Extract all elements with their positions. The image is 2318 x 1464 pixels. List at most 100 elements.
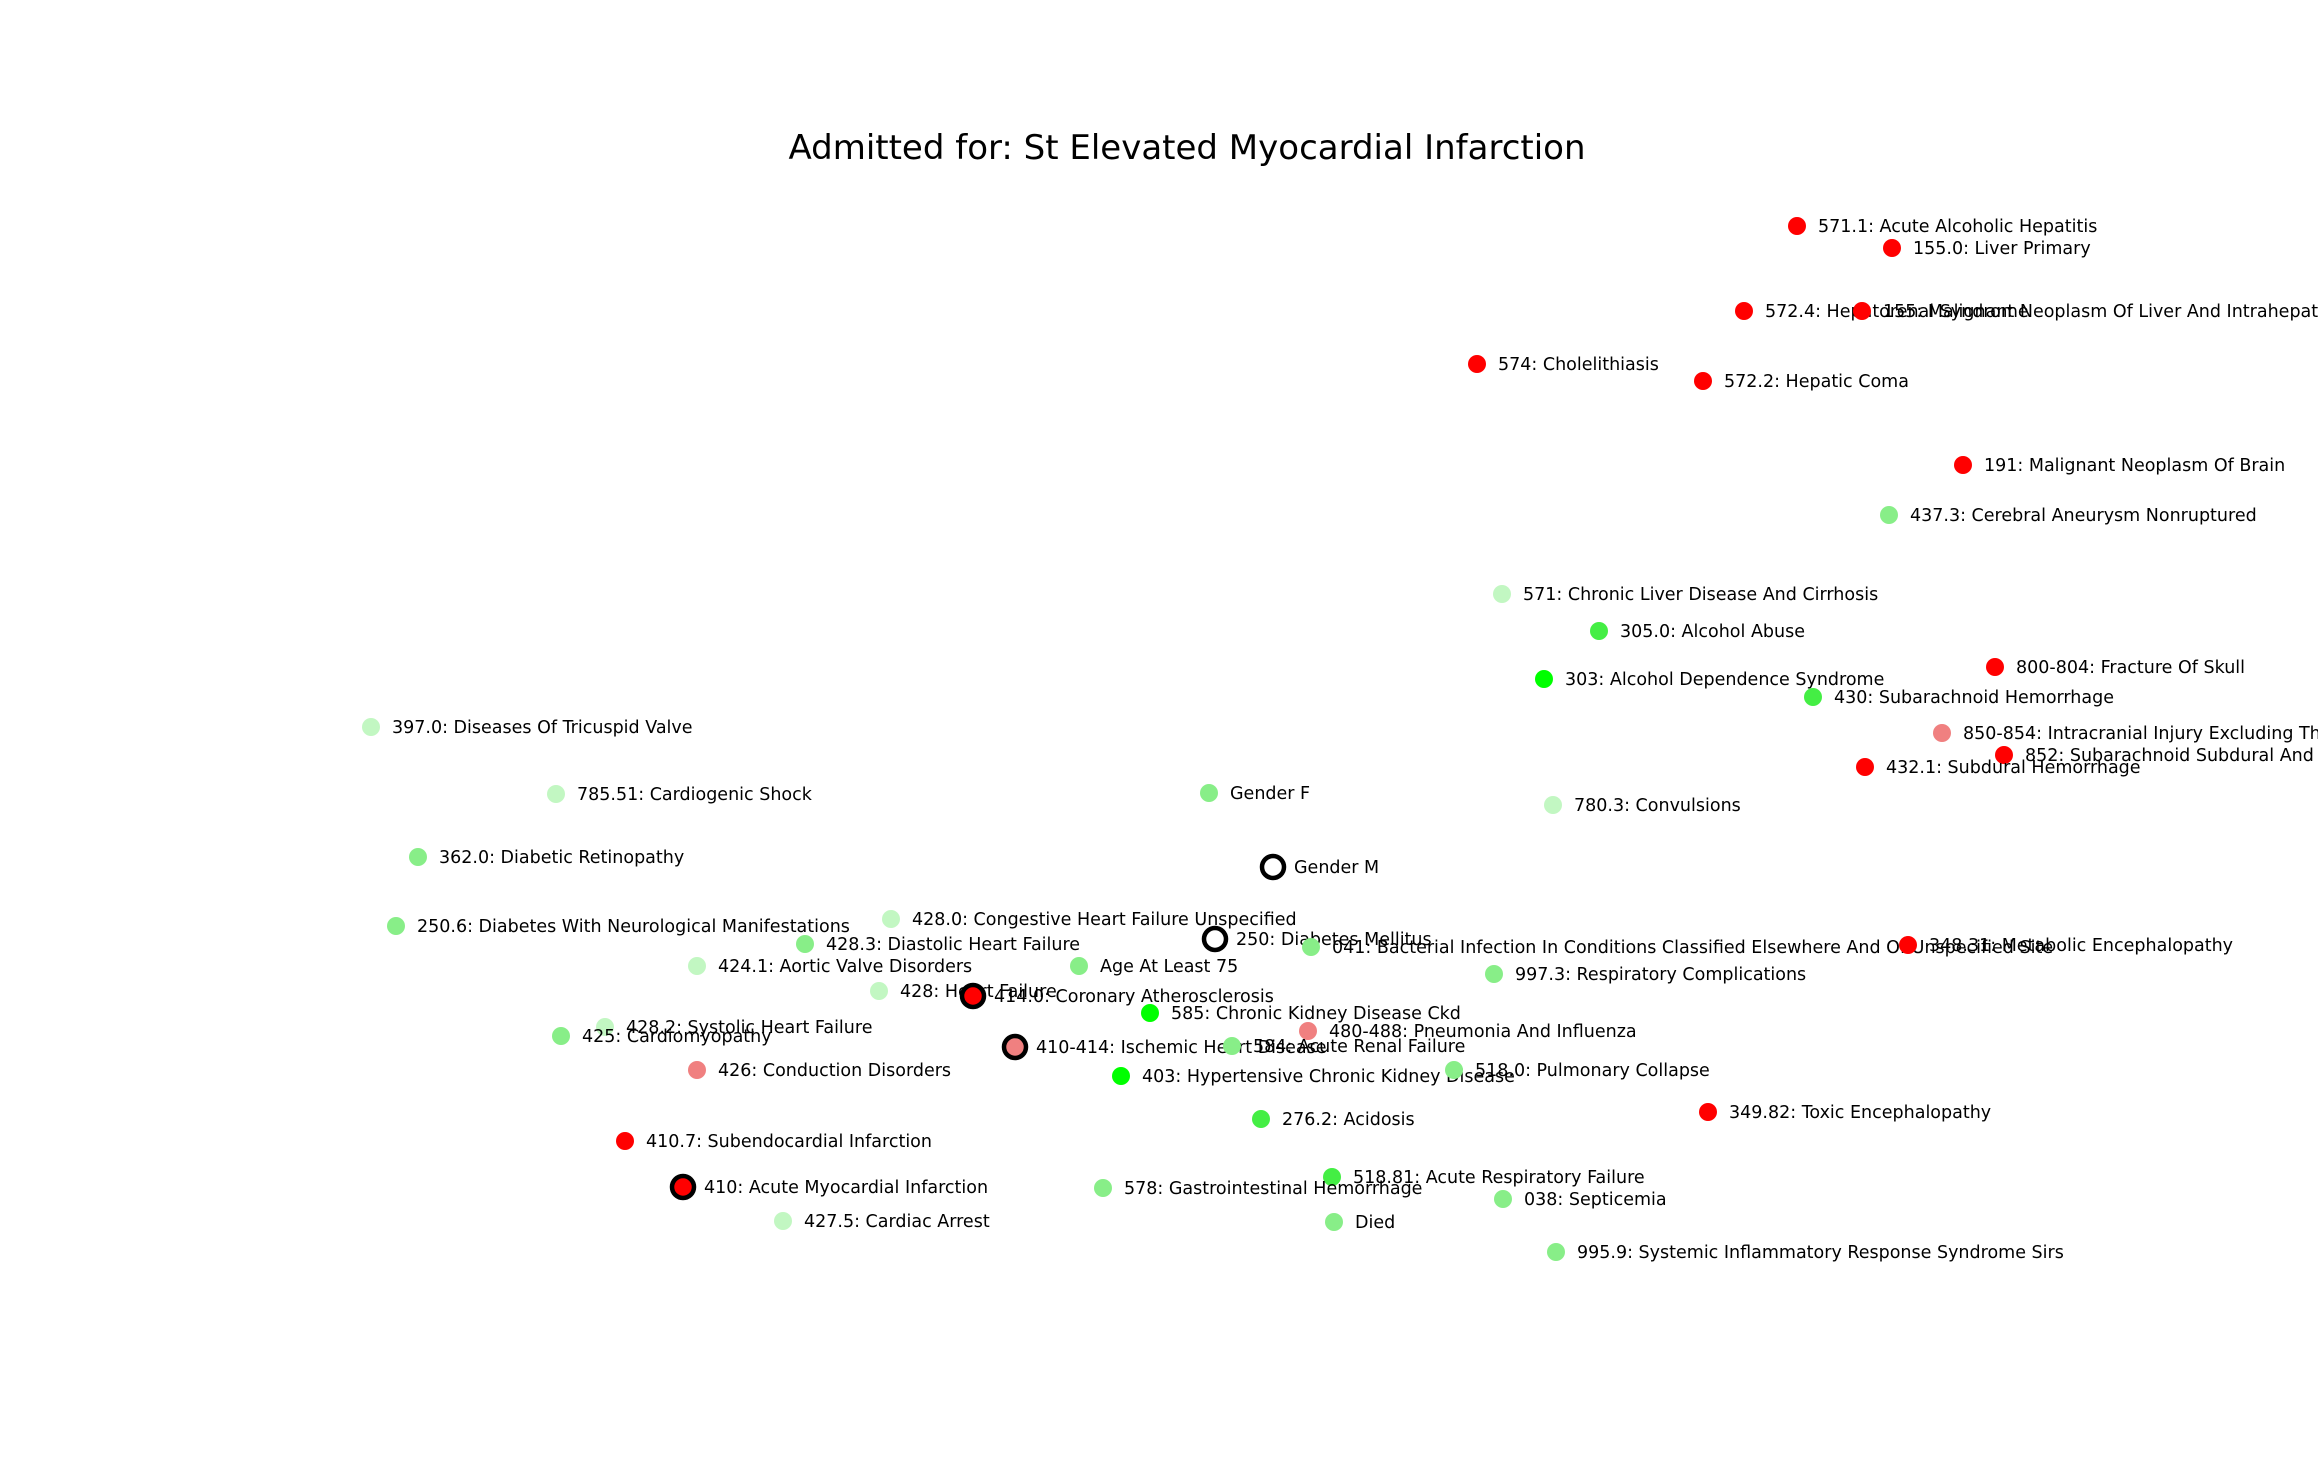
node-label-303-alcohol-dependence-syndrome: 303: Alcohol Dependence Syndrome: [1565, 670, 1884, 690]
node-303-alcohol-dependence-syndrome: 303: Alcohol Dependence Syndrome: [1535, 670, 1884, 690]
node-800-804-fracture-of-skull: 800-804: Fracture Of Skull: [1986, 658, 2245, 678]
node-label-428-2-systolic-heart-failure: 428.2: Systolic Heart Failure: [626, 1018, 872, 1038]
node-label-800-804-fracture-of-skull: 800-804: Fracture Of Skull: [2016, 658, 2245, 678]
node-414-0-coronary-atherosclerosis: 414.0: Coronary Atherosclerosis: [959, 982, 1274, 1010]
node-marker-574-cholelithiasis: [1468, 355, 1486, 373]
node-label-414-0-coronary-atherosclerosis: 414.0: Coronary Atherosclerosis: [994, 987, 1274, 1007]
node-397-0-diseases-of-tricuspid-valve: 397.0: Diseases Of Tricuspid Valve: [362, 718, 693, 738]
node-marker-303-alcohol-dependence-syndrome: [1535, 670, 1553, 688]
node-label-574-cholelithiasis: 574: Cholelithiasis: [1498, 355, 1659, 375]
node-425-cardiomyopathy: 425: Cardiomyopathy: [552, 1027, 772, 1047]
node-995-9-systemic-inflammatory-response-syn: 995.9: Systemic Inflammatory Response Sy…: [1547, 1243, 2064, 1263]
node-marker-362-0-diabetic-retinopathy: [409, 848, 427, 866]
node-578-gastrointestinal-hemorrhage: 578: Gastrointestinal Hemorrhage: [1094, 1179, 1422, 1199]
node-marker-426-conduction-disorders: [688, 1061, 706, 1079]
node-348-31-metabolic-encephalopathy: 348.31: Metabolic Encephalopathy: [1899, 936, 2233, 956]
node-marker-997-3-respiratory-complications: [1485, 965, 1503, 983]
node-marker-571-1-acute-alcoholic-hepatitis: [1788, 217, 1806, 235]
node-marker-578-gastrointestinal-hemorrhage: [1094, 1179, 1112, 1197]
node-label-518-81-acute-respiratory-failure: 518.81: Acute Respiratory Failure: [1353, 1168, 1645, 1188]
node-marker-428-3-diastolic-heart-failure: [796, 935, 814, 953]
node-label-572-2-hepatic-coma: 572.2: Hepatic Coma: [1724, 372, 1909, 392]
node-label-850-854-intracranial-injury-excluding-th: 850-854: Intracranial Injury Excluding T…: [1963, 724, 2318, 744]
node-155-0-liver-primary: 155.0: Liver Primary: [1883, 239, 2091, 259]
node-191-malignant-neoplasm-of-brain: 191: Malignant Neoplasm Of Brain: [1954, 456, 2285, 476]
node-585-chronic-kidney-disease-ckd: 585: Chronic Kidney Disease Ckd: [1141, 1004, 1461, 1024]
node-276-2-acidosis: 276.2: Acidosis: [1252, 1110, 1415, 1130]
node-marker-250-diabetes-mellitus: [1201, 925, 1229, 953]
node-403-hypertensive-chronic-kidney-disease: 403: Hypertensive Chronic Kidney Disease: [1112, 1067, 1515, 1087]
node-428-2-systolic-heart-failure: 428.2: Systolic Heart Failure: [596, 1018, 872, 1038]
node-label-362-0-diabetic-retinopathy: 362.0: Diabetic Retinopathy: [439, 848, 684, 868]
node-marker-414-0-coronary-atherosclerosis: [959, 982, 987, 1010]
node-label-571-chronic-liver-disease-and-cirrhosis: 571: Chronic Liver Disease And Cirrhosis: [1523, 585, 1878, 605]
node-marker-585-chronic-kidney-disease-ckd: [1141, 1004, 1159, 1022]
node-572-2-hepatic-coma: 572.2: Hepatic Coma: [1694, 372, 1909, 392]
node-label-995-9-systemic-inflammatory-response-syn: 995.9: Systemic Inflammatory Response Sy…: [1577, 1243, 2064, 1263]
node-label-191-malignant-neoplasm-of-brain: 191: Malignant Neoplasm Of Brain: [1984, 456, 2285, 476]
node-label-780-3-convulsions: 780.3: Convulsions: [1574, 796, 1741, 816]
node-424-1-aortic-valve-disorders: 424.1: Aortic Valve Disorders: [688, 957, 972, 977]
node-850-854-intracranial-injury-excluding-th: 850-854: Intracranial Injury Excluding T…: [1933, 724, 2318, 744]
node-marker-852-subarachnoid-subdural-and-extradural: [1995, 746, 2013, 764]
node-label-571-1-acute-alcoholic-hepatitis: 571.1: Acute Alcoholic Hepatitis: [1818, 217, 2097, 237]
node-marker-572-4-hepatorenal-syndrome: [1735, 302, 1753, 320]
node-410-414-ischemic-heart-disease: 410-414: Ischemic Heart Disease: [1001, 1033, 1327, 1061]
node-label-348-31-metabolic-encephalopathy: 348.31: Metabolic Encephalopathy: [1929, 936, 2233, 956]
node-marker-518-81-acute-respiratory-failure: [1323, 1168, 1341, 1186]
node-305-0-alcohol-abuse: 305.0: Alcohol Abuse: [1590, 622, 1805, 642]
node-155-malignant-neoplasm-of-liver-and-intr: 155: Malignant Neoplasm Of Liver And Int…: [1853, 302, 2318, 322]
node-marker-850-854-intracranial-injury-excluding-th: [1933, 724, 1951, 742]
node-label-gender-m: Gender M: [1294, 858, 1379, 878]
node-marker-995-9-systemic-inflammatory-response-syn: [1547, 1243, 1565, 1261]
node-label-480-488-pneumonia-and-influenza: 480-488: Pneumonia And Influenza: [1329, 1022, 1637, 1042]
node-label-427-5-cardiac-arrest: 427.5: Cardiac Arrest: [804, 1212, 990, 1232]
node-label-403-hypertensive-chronic-kidney-disease: 403: Hypertensive Chronic Kidney Disease: [1142, 1067, 1515, 1087]
node-428-3-diastolic-heart-failure: 428.3: Diastolic Heart Failure: [796, 935, 1080, 955]
node-label-785-51-cardiogenic-shock: 785.51: Cardiogenic Shock: [577, 785, 813, 805]
node-marker-572-2-hepatic-coma: [1694, 372, 1712, 390]
node-label-397-0-diseases-of-tricuspid-valve: 397.0: Diseases Of Tricuspid Valve: [392, 718, 693, 738]
node-marker-348-31-metabolic-encephalopathy: [1899, 936, 1917, 954]
node-label-424-1-aortic-valve-disorders: 424.1: Aortic Valve Disorders: [718, 957, 972, 977]
node-marker-425-cardiomyopathy: [552, 1027, 570, 1045]
node-marker-480-488-pneumonia-and-influenza: [1299, 1022, 1317, 1040]
node-571-chronic-liver-disease-and-cirrhosis: 571: Chronic Liver Disease And Cirrhosis: [1493, 585, 1878, 605]
node-marker-410-414-ischemic-heart-disease: [1001, 1033, 1029, 1061]
node-label-432-1-subdural-hemorrhage: 432.1: Subdural Hemorrhage: [1886, 758, 2141, 778]
node-label-250-diabetes-mellitus: 250: Diabetes Mellitus: [1236, 930, 1432, 950]
node-label-041-bacterial-infection-in-conditions-cl: 041: Bacterial Infection In Conditions C…: [1332, 938, 2053, 958]
node-label-852-subarachnoid-subdural-and-extradural: 852: Subarachnoid Subdural And Extradura…: [2025, 746, 2318, 766]
node-marker-437-3-cerebral-aneurysm-nonruptured: [1880, 506, 1898, 524]
node-250-diabetes-mellitus: 250: Diabetes Mellitus: [1201, 925, 1432, 953]
node-label-997-3-respiratory-complications: 997.3: Respiratory Complications: [1515, 965, 1806, 985]
node-marker-age-at-least-75: [1070, 957, 1088, 975]
node-label-age-at-least-75: Age At Least 75: [1100, 957, 1238, 977]
node-349-82-toxic-encephalopathy: 349.82: Toxic Encephalopathy: [1699, 1103, 1991, 1123]
node-label-437-3-cerebral-aneurysm-nonruptured: 437.3: Cerebral Aneurysm Nonruptured: [1910, 506, 2257, 526]
node-age-at-least-75: Age At Least 75: [1070, 957, 1238, 977]
node-432-1-subdural-hemorrhage: 432.1: Subdural Hemorrhage: [1856, 758, 2141, 778]
node-041-bacterial-infection-in-conditions-cl: 041: Bacterial Infection In Conditions C…: [1302, 938, 2053, 958]
node-gender-f: Gender F: [1200, 784, 1310, 804]
node-marker-250-6-diabetes-with-neurological-manifes: [387, 917, 405, 935]
node-572-4-hepatorenal-syndrome: 572.4: Hepatorenal Syndrome: [1735, 302, 2029, 322]
node-038-septicemia: 038: Septicemia: [1494, 1190, 1667, 1210]
node-marker-571-chronic-liver-disease-and-cirrhosis: [1493, 585, 1511, 603]
node-410-7-subendocardial-infarction: 410.7: Subendocardial Infarction: [616, 1132, 932, 1152]
node-marker-403-hypertensive-chronic-kidney-disease: [1112, 1067, 1130, 1085]
node-428-0-congestive-heart-failure-unspecifi: 428.0: Congestive Heart Failure Unspecif…: [882, 910, 1297, 930]
node-518-0-pulmonary-collapse: 518.0: Pulmonary Collapse: [1445, 1061, 1710, 1081]
node-marker-397-0-diseases-of-tricuspid-valve: [362, 718, 380, 736]
node-997-3-respiratory-complications: 997.3: Respiratory Complications: [1485, 965, 1806, 985]
node-427-5-cardiac-arrest: 427.5: Cardiac Arrest: [774, 1212, 990, 1232]
chart-title: Admitted for: St Elevated Myocardial Inf…: [788, 128, 1585, 168]
node-480-488-pneumonia-and-influenza: 480-488: Pneumonia And Influenza: [1299, 1022, 1637, 1042]
node-label-584-acute-renal-failure: 584: Acute Renal Failure: [1253, 1037, 1465, 1057]
node-label-518-0-pulmonary-collapse: 518.0: Pulmonary Collapse: [1475, 1061, 1710, 1081]
node-label-428-0-congestive-heart-failure-unspecifi: 428.0: Congestive Heart Failure Unspecif…: [912, 910, 1297, 930]
node-marker-427-5-cardiac-arrest: [774, 1212, 792, 1230]
node-426-conduction-disorders: 426: Conduction Disorders: [688, 1061, 951, 1081]
